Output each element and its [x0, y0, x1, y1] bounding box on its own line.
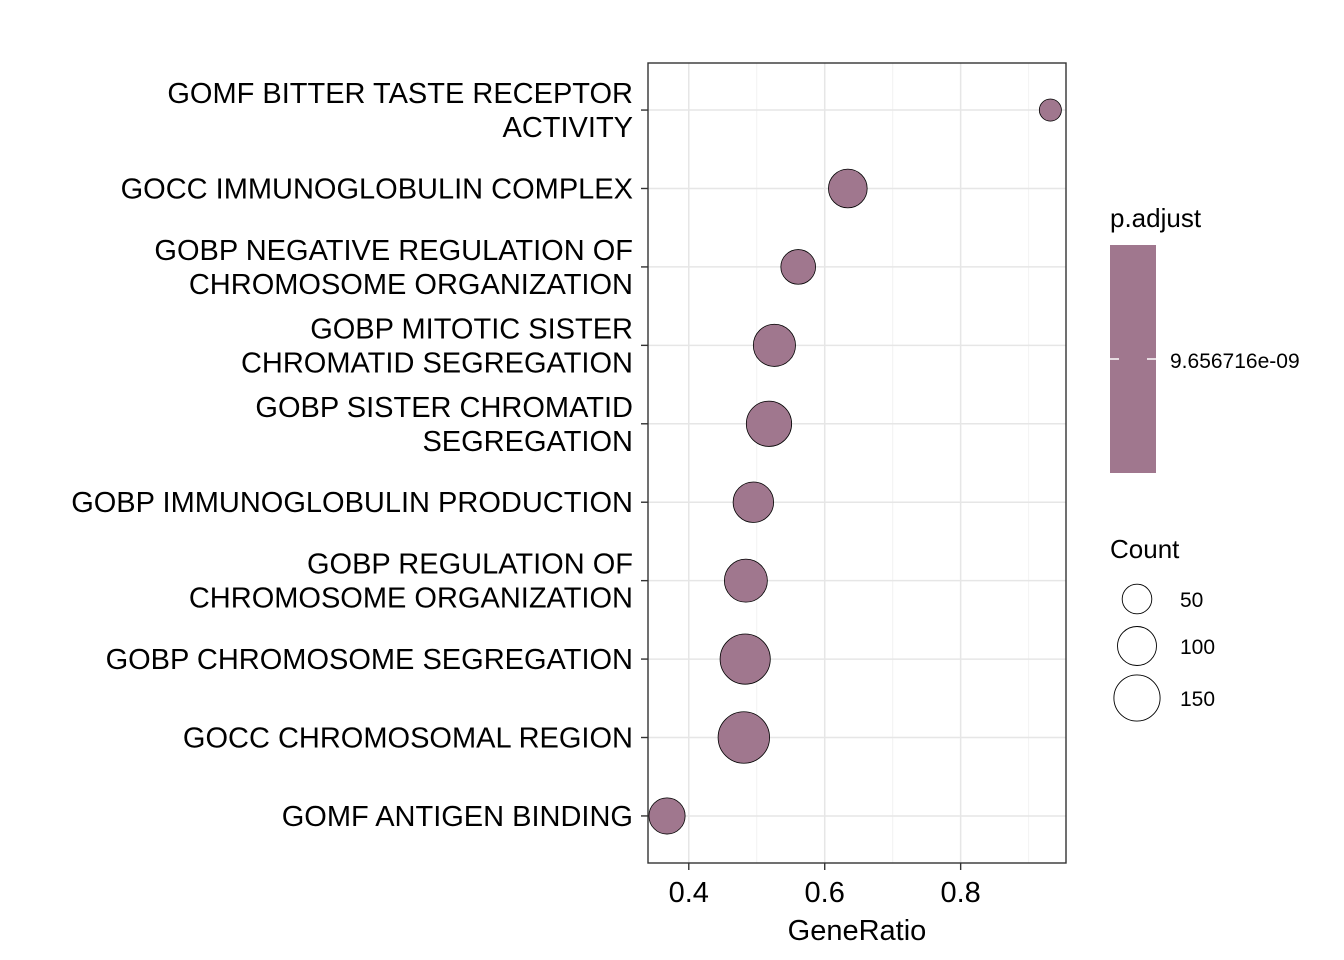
size-legend-keys: 50 100 150	[1113, 583, 1215, 722]
size-legend-label: 50	[1180, 589, 1203, 612]
data-point	[745, 400, 793, 447]
y-tick-label: GOBP NEGATIVE REGULATION OF	[154, 235, 633, 267]
y-tick-label: GOBP REGULATION OF	[307, 549, 633, 581]
x-tick-label: 0.4	[669, 877, 709, 909]
data-points	[648, 98, 1062, 835]
y-tick-label: GOCC IMMUNOGLOBULIN COMPLEX	[121, 173, 633, 205]
y-tick-label: CHROMOSOME ORGANIZATION	[189, 583, 633, 615]
data-point	[648, 797, 686, 835]
data-point	[780, 249, 816, 285]
data-point	[752, 323, 796, 367]
y-tick-label: GOMF ANTIGEN BINDING	[282, 801, 633, 833]
data-point	[717, 711, 770, 764]
size-legend-label: 100	[1180, 636, 1215, 659]
y-tick-label: GOBP MITOTIC SISTER	[310, 313, 633, 345]
size-legend-key	[1113, 674, 1161, 722]
panel-border	[647, 62, 1067, 864]
y-tick-label: SEGREGATION	[422, 426, 633, 458]
size-legend-label: 150	[1180, 688, 1215, 711]
data-point	[719, 633, 771, 685]
grid-lines	[648, 63, 1066, 863]
color-legend-title: p.adjust	[1110, 203, 1202, 233]
x-axis-title: GeneRatio	[788, 915, 927, 947]
y-tick-label: GOBP SISTER CHROMATID	[255, 392, 633, 424]
y-tick-label: ACTIVITY	[502, 112, 633, 144]
x-axis: 0.4 0.6 0.8	[669, 863, 981, 909]
size-legend-key	[1117, 626, 1157, 666]
size-legend-key	[1121, 583, 1153, 615]
y-tick-label: GOBP CHROMOSOME SEGREGATION	[106, 644, 633, 676]
data-point	[828, 168, 868, 209]
y-tick-label: CHROMATID SEGREGATION	[241, 347, 633, 379]
data-point	[1038, 98, 1062, 122]
color-legend-value: 9.656716e-09	[1170, 350, 1300, 373]
legend: p.adjust 9.656716e-09 Count 50 100 150	[1110, 203, 1300, 722]
size-legend-title: Count	[1110, 534, 1180, 564]
y-tick-label: CHROMOSOME ORGANIZATION	[189, 269, 633, 301]
x-tick-label: 0.8	[940, 877, 980, 909]
y-tick-label: GOCC CHROMOSOMAL REGION	[183, 723, 633, 755]
x-tick-label: 0.6	[805, 877, 845, 909]
y-tick-label: GOBP IMMUNOGLOBULIN PRODUCTION	[71, 487, 633, 519]
data-point	[732, 481, 775, 523]
y-tick-label: GOMF BITTER TASTE RECEPTOR	[167, 78, 633, 110]
data-point	[723, 558, 768, 603]
